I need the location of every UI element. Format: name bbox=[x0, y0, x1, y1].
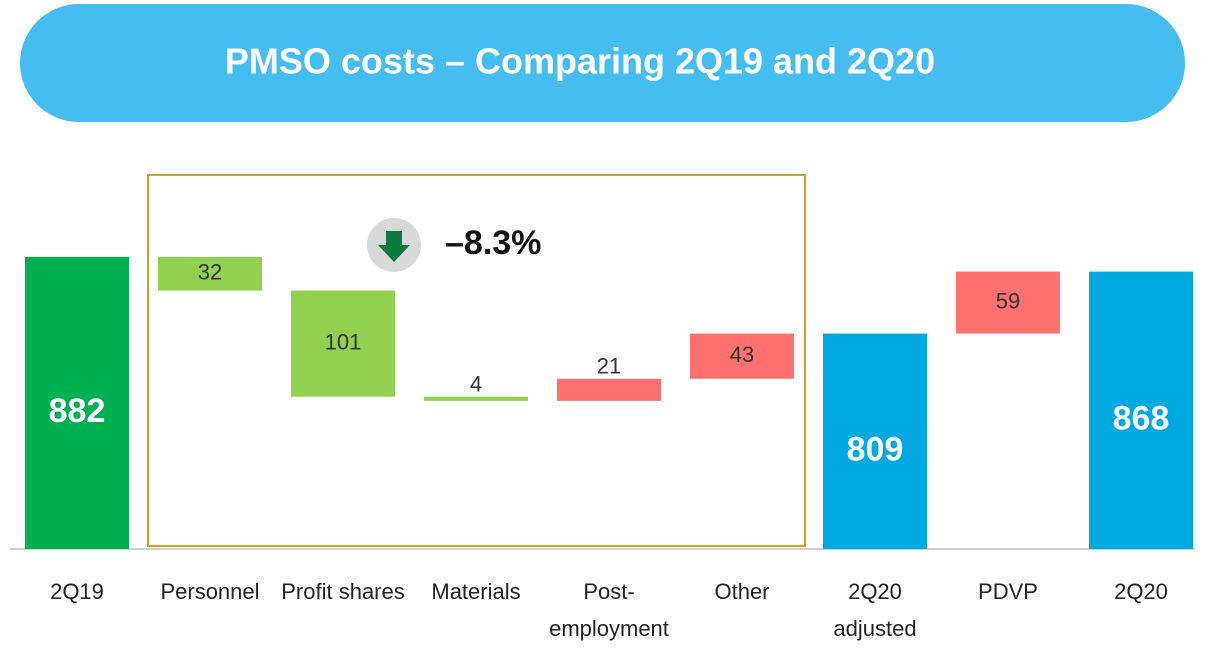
x-tick-label: Other bbox=[714, 579, 770, 604]
x-tick-label: 2Q19 bbox=[50, 579, 104, 604]
bar bbox=[158, 256, 262, 291]
bar bbox=[424, 396, 528, 401]
down-arrow bbox=[378, 231, 410, 262]
value-label: 4 bbox=[470, 371, 482, 396]
bar bbox=[25, 256, 129, 549]
bar bbox=[823, 333, 927, 549]
value-label: 21 bbox=[597, 354, 621, 379]
x-tick-label: PDVP bbox=[978, 579, 1038, 604]
highlight-box bbox=[147, 174, 806, 547]
bar bbox=[291, 290, 395, 397]
bar bbox=[1089, 271, 1193, 549]
chart-title: PMSO costs – Comparing 2Q19 and 2Q20 bbox=[225, 41, 935, 82]
value-label: 32 bbox=[198, 260, 222, 285]
x-tick-label: Post-employment bbox=[549, 579, 669, 641]
title-banner bbox=[20, 4, 1185, 122]
bar bbox=[557, 378, 661, 401]
x-tick-label: 2Q20 bbox=[1114, 579, 1168, 604]
x-tick-label: 2Q20 adjusted bbox=[833, 579, 917, 641]
x-tick-label: Profit shares bbox=[281, 579, 405, 604]
value-label: 101 bbox=[325, 329, 362, 354]
bar bbox=[956, 271, 1060, 334]
annotation: –8.3% bbox=[445, 224, 541, 262]
x-tick-label: Personnel bbox=[160, 579, 260, 604]
total-label: 882 bbox=[49, 392, 106, 430]
total-label: 868 bbox=[1113, 399, 1170, 437]
value-label: 43 bbox=[730, 342, 754, 367]
bar bbox=[690, 333, 794, 379]
value-label: 59 bbox=[996, 288, 1020, 313]
total-label: 809 bbox=[847, 430, 904, 468]
x-tick-label: Materials bbox=[431, 579, 521, 604]
